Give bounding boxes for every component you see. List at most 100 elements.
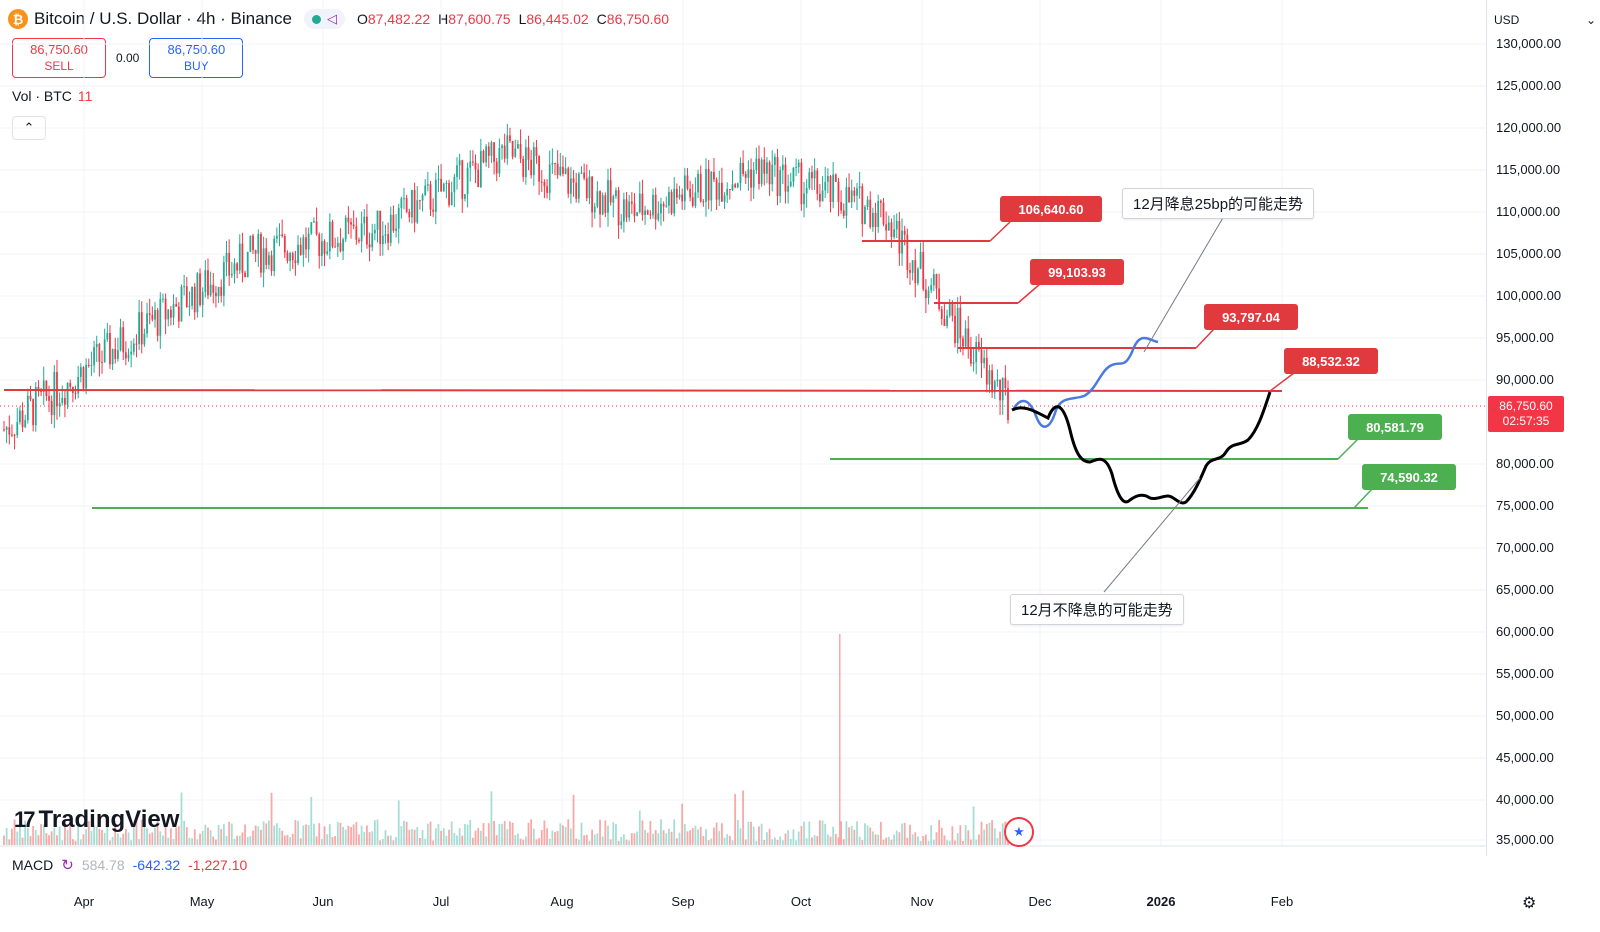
- volume-bar: [419, 837, 421, 845]
- note-rate-cut[interactable]: 12月降息25bp的可能走势: [1122, 188, 1315, 219]
- level-label-99103[interactable]: 99,103.93: [1030, 259, 1124, 285]
- buy-button[interactable]: 86,750.60 BUY: [149, 38, 244, 78]
- volume-bar: [265, 823, 268, 845]
- candle-body: [260, 233, 262, 273]
- volume-bar: [683, 824, 686, 845]
- volume-bar: [13, 819, 16, 845]
- candle-body: [649, 214, 652, 216]
- volume-bar: [811, 837, 813, 845]
- volume-bar: [209, 830, 212, 845]
- candle-body: [773, 157, 776, 165]
- candle-body: [564, 168, 567, 174]
- candle-body: [111, 349, 114, 365]
- sync-icon[interactable]: ↻: [61, 857, 74, 874]
- candle-body: [980, 349, 983, 364]
- volume-bar: [482, 822, 485, 845]
- candle-body: [842, 210, 845, 216]
- volume-legend[interactable]: Vol · BTC 11: [12, 88, 92, 104]
- volume-bar: [567, 819, 570, 845]
- us-flag-event-icon[interactable]: ★: [1004, 817, 1034, 847]
- candle-body: [593, 206, 596, 213]
- volume-bar: [734, 793, 737, 845]
- volume-bar: [718, 831, 721, 845]
- level-label-88532[interactable]: 88,532.32: [1284, 348, 1378, 374]
- candle-body: [705, 169, 707, 202]
- candle-body: [93, 347, 95, 366]
- volume-bar: [760, 823, 763, 845]
- volume-bar: [469, 819, 472, 845]
- note-no-rate-cut[interactable]: 12月不降息的可能走势: [1010, 594, 1184, 625]
- volume-bar: [620, 836, 623, 845]
- candle-body: [826, 175, 829, 182]
- volume-bar: [199, 833, 201, 845]
- volume-bar: [313, 823, 315, 845]
- macd-legend[interactable]: MACD ↻ 584.78 -642.32 -1,227.10: [12, 856, 247, 874]
- volume-bar: [532, 828, 535, 845]
- volume-bar: [511, 822, 514, 845]
- candle-body: [813, 170, 816, 179]
- volume-bar: [795, 840, 797, 845]
- candle-body: [281, 234, 284, 236]
- candle-body: [747, 169, 750, 178]
- market-status-pill[interactable]: ◁: [303, 9, 345, 29]
- candle-body: [456, 165, 458, 177]
- volume-bar: [400, 826, 403, 845]
- candle-body: [967, 328, 970, 349]
- y-tick-label: 100,000.00: [1496, 288, 1562, 303]
- price-axis[interactable]: [1486, 0, 1600, 856]
- candle-body: [864, 206, 866, 225]
- candle-body: [252, 235, 254, 251]
- ohlc-high: 87,600.75: [448, 11, 511, 27]
- volume-bar: [114, 821, 117, 845]
- candle-body: [882, 202, 885, 225]
- candle-body: [991, 370, 994, 393]
- bitcoin-coin-icon[interactable]: ₿: [8, 9, 28, 29]
- settings-gear-icon[interactable]: ⚙: [1522, 895, 1537, 912]
- volume-bar: [132, 824, 135, 845]
- candle-body: [819, 193, 821, 202]
- volume-bar: [839, 634, 841, 845]
- symbol-title[interactable]: Bitcoin / U.S. Dollar · 4h · Binance: [34, 9, 292, 28]
- candle-body: [286, 252, 289, 261]
- candle-body: [77, 376, 80, 394]
- sell-button[interactable]: 86,750.60 SELL: [12, 38, 106, 78]
- volume-bar: [776, 839, 779, 845]
- candle-body: [307, 233, 310, 250]
- candle-body: [143, 333, 146, 345]
- level-label-74590[interactable]: 74,590.32: [1362, 464, 1456, 490]
- candle-body: [34, 387, 37, 426]
- candle-body: [816, 170, 819, 194]
- level-label-80581[interactable]: 80,581.79: [1348, 414, 1442, 440]
- candle-body: [26, 395, 29, 421]
- y-tick-label: 95,000.00: [1496, 330, 1554, 345]
- volume-bar: [612, 822, 615, 845]
- volume-bar: [617, 840, 620, 845]
- candle-body: [768, 162, 771, 185]
- candle-body: [652, 194, 654, 216]
- candle-body: [869, 199, 872, 228]
- candle-body: [471, 161, 474, 163]
- share-icon[interactable]: ◁: [326, 11, 337, 26]
- tradingview-logo[interactable]: 17 TradingView: [14, 806, 179, 834]
- y-tick-label: 75,000.00: [1496, 498, 1554, 513]
- volume-bar: [562, 825, 564, 845]
- volume-bar: [837, 837, 840, 845]
- level-label-106640[interactable]: 106,640.60: [1000, 196, 1102, 222]
- candle-body: [877, 200, 880, 228]
- volume-bar: [890, 839, 893, 845]
- candle-body: [90, 365, 93, 367]
- price-chart[interactable]: [0, 0, 1486, 856]
- candle-body: [776, 157, 779, 197]
- volume-bar: [991, 820, 994, 845]
- volume-bar: [278, 827, 281, 845]
- currency-selector[interactable]: USD ⌄: [1494, 10, 1596, 30]
- ohlc-close-label: C: [596, 11, 607, 27]
- candle-body: [135, 343, 138, 345]
- candle-body: [379, 210, 382, 245]
- level-label-93797[interactable]: 93,797.04: [1204, 304, 1298, 330]
- volume-bar: [964, 825, 967, 845]
- volume-bar: [315, 836, 318, 845]
- volume-bar: [601, 836, 604, 845]
- volume-bar: [493, 820, 495, 845]
- candle-body: [821, 190, 824, 202]
